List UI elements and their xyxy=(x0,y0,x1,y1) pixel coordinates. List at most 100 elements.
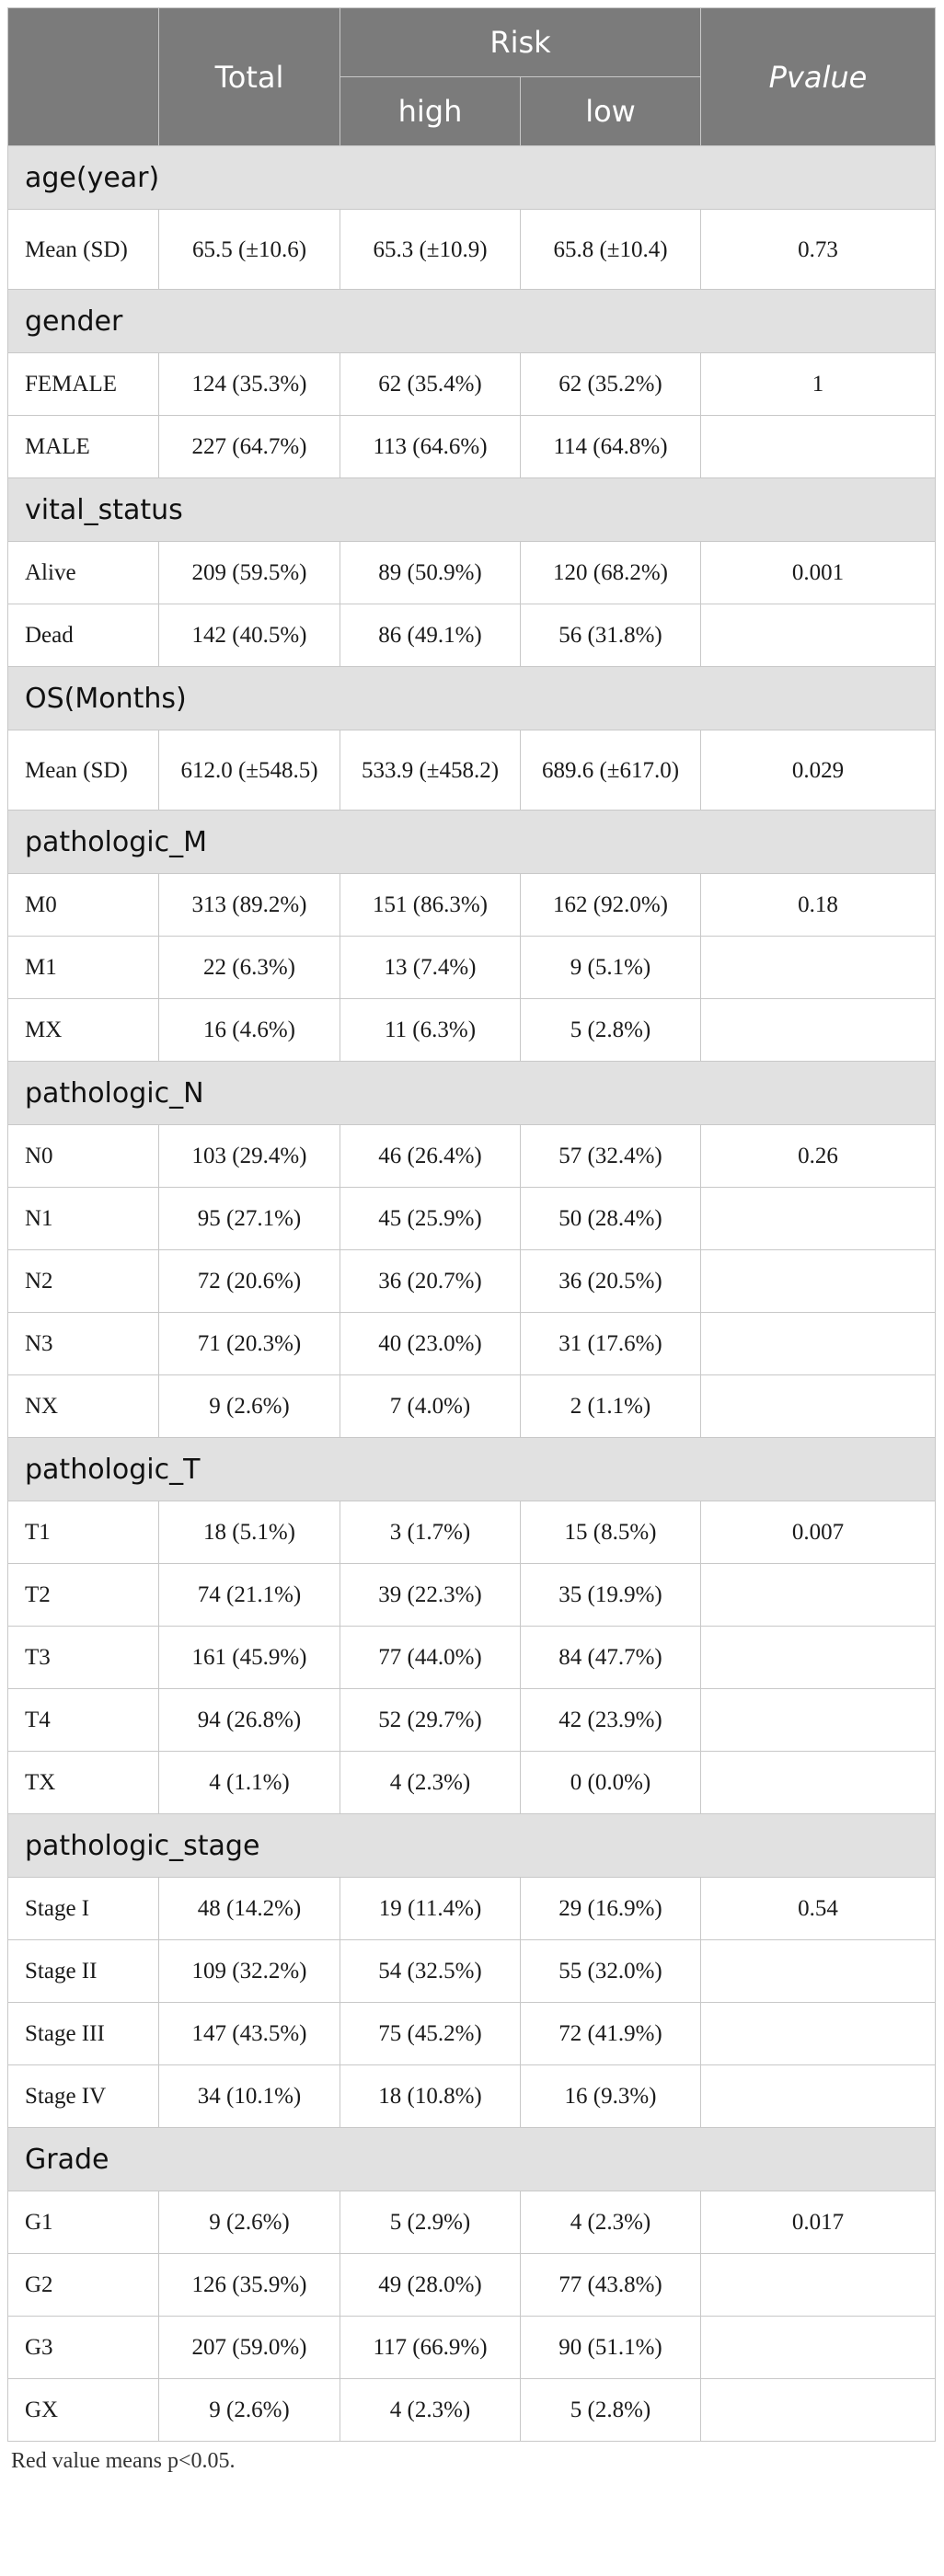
p-value xyxy=(700,1688,937,1752)
low-risk-value: 50 (28.4%) xyxy=(519,1187,702,1250)
p-value xyxy=(700,936,937,999)
risk-characteristics-table: Total Risk Pvalue high low age(year) Mean… xyxy=(6,7,937,2442)
total-value: 9 (2.6%) xyxy=(158,2191,340,2254)
table-row: G3 207 (59.0%) 117 (66.9%) 90 (51.1%) xyxy=(7,2316,937,2379)
table-row: M0 313 (89.2%) 151 (86.3%) 162 (92.0%) 0.18 xyxy=(7,873,937,937)
low-risk-value: 16 (9.3%) xyxy=(519,2064,702,2128)
row-label: T2 xyxy=(7,1563,159,1627)
total-value: 612.0 (±548.5) xyxy=(158,730,340,811)
section-title: gender xyxy=(6,289,937,353)
p-value xyxy=(700,1187,937,1250)
high-risk-value: 52 (29.7%) xyxy=(340,1688,521,1752)
low-risk-value: 72 (41.9%) xyxy=(519,2002,702,2065)
header-total: Total xyxy=(158,7,340,146)
table-row: G2 126 (35.9%) 49 (28.0%) 77 (43.8%) xyxy=(7,2253,937,2317)
high-risk-value: 49 (28.0%) xyxy=(340,2253,521,2317)
table-row: N0 103 (29.4%) 46 (26.4%) 57 (32.4%) 0.26 xyxy=(7,1124,937,1188)
low-risk-value: 35 (19.9%) xyxy=(519,1563,702,1627)
p-value xyxy=(700,2253,937,2317)
total-value: 95 (27.1%) xyxy=(158,1187,340,1250)
total-value: 72 (20.6%) xyxy=(158,1249,340,1313)
table-row: T4 94 (26.8%) 52 (29.7%) 42 (23.9%) xyxy=(7,1688,937,1752)
table-row: MALE 227 (64.7%) 113 (64.6%) 114 (64.8%) xyxy=(7,415,937,478)
table-row: Mean (SD) 612.0 (±548.5) 533.9 (±458.2) 689… xyxy=(7,730,937,811)
low-risk-value: 5 (2.8%) xyxy=(519,998,702,1062)
table-row: Stage III 147 (43.5%) 75 (45.2%) 72 (41.9%) xyxy=(7,2002,937,2065)
p-value: 0.73 xyxy=(700,209,937,290)
section-title: age(year) xyxy=(6,145,937,210)
row-label: N3 xyxy=(7,1312,159,1375)
section-row: pathologic_T xyxy=(6,1437,937,1501)
high-risk-value: 117 (66.9%) xyxy=(340,2316,521,2379)
table-row: T1 18 (5.1%) 3 (1.7%) 15 (8.5%) 0.007 xyxy=(7,1501,937,1564)
total-value: 207 (59.0%) xyxy=(158,2316,340,2379)
high-risk-value: 113 (64.6%) xyxy=(340,415,521,478)
row-label: NX xyxy=(7,1374,159,1438)
p-value xyxy=(700,1249,937,1313)
section-row: vital_status xyxy=(6,477,937,542)
high-risk-value: 65.3 (±10.9) xyxy=(340,209,521,290)
table-row: N3 71 (20.3%) 40 (23.0%) 31 (17.6%) xyxy=(7,1312,937,1375)
p-value xyxy=(700,1563,937,1627)
table-row: FEMALE 124 (35.3%) 62 (35.4%) 62 (35.2%) 1 xyxy=(7,352,937,416)
table-row: NX 9 (2.6%) 7 (4.0%) 2 (1.1%) xyxy=(7,1374,937,1438)
high-risk-value: 13 (7.4%) xyxy=(340,936,521,999)
low-risk-value: 31 (17.6%) xyxy=(519,1312,702,1375)
total-value: 71 (20.3%) xyxy=(158,1312,340,1375)
row-label: G2 xyxy=(7,2253,159,2317)
row-label: Mean (SD) xyxy=(7,209,159,290)
row-label: GX xyxy=(7,2378,159,2442)
low-risk-value: 5 (2.8%) xyxy=(519,2378,702,2442)
p-value xyxy=(700,604,937,667)
p-value: 0.029 xyxy=(700,730,937,811)
high-risk-value: 46 (26.4%) xyxy=(340,1124,521,1188)
row-label: MX xyxy=(7,998,159,1062)
p-value: 0.26 xyxy=(700,1124,937,1188)
total-value: 65.5 (±10.6) xyxy=(158,209,340,290)
low-risk-value: 114 (64.8%) xyxy=(519,415,702,478)
document: Total Risk Pvalue high low age(year) Mean… xyxy=(6,7,937,2474)
high-risk-value: 77 (44.0%) xyxy=(340,1626,521,1689)
row-label: M0 xyxy=(7,873,159,937)
high-risk-value: 54 (32.5%) xyxy=(340,1939,521,2003)
total-value: 103 (29.4%) xyxy=(158,1124,340,1188)
table-row: Stage IV 34 (10.1%) 18 (10.8%) 16 (9.3%) xyxy=(7,2064,937,2128)
row-label: N2 xyxy=(7,1249,159,1313)
p-value xyxy=(700,2378,937,2442)
header-empty-cell xyxy=(7,7,159,146)
section-row: age(year) xyxy=(6,145,937,210)
header-low: low xyxy=(519,76,702,146)
row-label: N1 xyxy=(7,1187,159,1250)
low-risk-value: 120 (68.2%) xyxy=(519,541,702,604)
row-label: T4 xyxy=(7,1688,159,1752)
total-value: 22 (6.3%) xyxy=(158,936,340,999)
total-value: 147 (43.5%) xyxy=(158,2002,340,2065)
p-value xyxy=(700,1312,937,1375)
low-risk-value: 162 (92.0%) xyxy=(519,873,702,937)
p-value xyxy=(700,1374,937,1438)
low-risk-value: 0 (0.0%) xyxy=(519,1751,702,1814)
table-footnote: Red value means p<0.05. xyxy=(11,2449,236,2473)
row-label: N0 xyxy=(7,1124,159,1188)
high-risk-value: 75 (45.2%) xyxy=(340,2002,521,2065)
section-row: gender xyxy=(6,289,937,353)
section-title: pathologic_stage xyxy=(6,1813,937,1878)
high-risk-value: 36 (20.7%) xyxy=(340,1249,521,1313)
section-title: pathologic_T xyxy=(6,1437,937,1501)
row-label: T1 xyxy=(7,1501,159,1564)
row-label: Stage III xyxy=(7,2002,159,2065)
table-row: N1 95 (27.1%) 45 (25.9%) 50 (28.4%) xyxy=(7,1187,937,1250)
low-risk-value: 36 (20.5%) xyxy=(519,1249,702,1313)
total-value: 142 (40.5%) xyxy=(158,604,340,667)
high-risk-value: 40 (23.0%) xyxy=(340,1312,521,1375)
low-risk-value: 57 (32.4%) xyxy=(519,1124,702,1188)
row-label: Stage IV xyxy=(7,2064,159,2128)
low-risk-value: 9 (5.1%) xyxy=(519,936,702,999)
high-risk-value: 11 (6.3%) xyxy=(340,998,521,1062)
total-value: 161 (45.9%) xyxy=(158,1626,340,1689)
table-row: Dead 142 (40.5%) 86 (49.1%) 56 (31.8%) xyxy=(7,604,937,667)
high-risk-value: 151 (86.3%) xyxy=(340,873,521,937)
p-value: 0.001 xyxy=(700,541,937,604)
low-risk-value: 65.8 (±10.4) xyxy=(519,209,702,290)
p-value xyxy=(700,415,937,478)
